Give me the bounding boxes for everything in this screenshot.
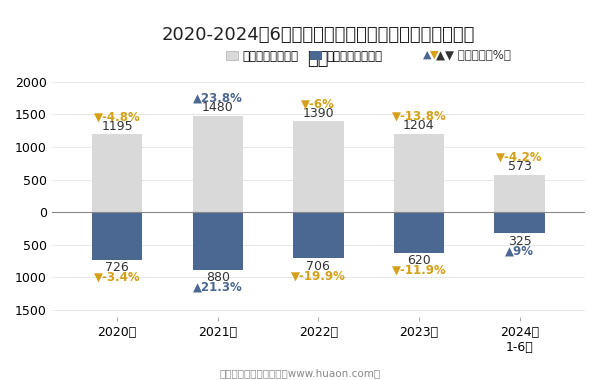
Text: 1480: 1480 [202,101,233,114]
Text: 1195: 1195 [101,120,133,133]
Text: 726: 726 [105,261,129,274]
Text: ▼-4.2%: ▼-4.2% [496,150,543,164]
Text: ▼-4.8%: ▼-4.8% [94,110,140,123]
Text: 880: 880 [206,271,230,284]
Text: ▼: ▼ [430,50,439,60]
Bar [193,116,243,212]
Bar [193,212,243,269]
Text: 1390: 1390 [302,107,334,120]
Text: 620: 620 [407,254,431,267]
Bar [293,122,344,212]
Text: 573: 573 [508,160,532,173]
Text: ▼-3.4%: ▼-3.4% [94,271,140,283]
Text: 制图：华经产业研究院（www.huaon.com）: 制图：华经产业研究院（www.huaon.com） [220,368,380,378]
Text: ▲21.3%: ▲21.3% [193,281,242,294]
Bar [394,134,444,212]
Text: ▲▼ 同比增长（%）: ▲▼ 同比增长（%） [436,49,511,62]
Bar [494,175,545,212]
Text: ▲: ▲ [424,50,432,60]
Text: ▲9%: ▲9% [505,244,534,258]
Text: ▲23.8%: ▲23.8% [193,92,242,105]
Bar [92,134,142,212]
Bar [394,212,444,253]
Legend: 出口额（亿美元）, 进口额（亿美元）, : 出口额（亿美元）, 进口额（亿美元）, [226,50,411,63]
Bar [92,212,142,260]
Text: ▼-13.8%: ▼-13.8% [392,109,446,122]
Text: 1204: 1204 [403,119,435,132]
Text: 706: 706 [307,260,331,273]
Bar [494,212,545,233]
Text: ▼-6%: ▼-6% [301,97,335,110]
Text: ▼-19.9%: ▼-19.9% [291,269,346,282]
Text: ▼-11.9%: ▼-11.9% [392,264,446,277]
Bar [293,212,344,258]
Title: 2020-2024年6月东莞市商品收发货人所在地进、出口额
统计: 2020-2024年6月东莞市商品收发货人所在地进、出口额 统计 [161,26,475,68]
Text: 325: 325 [508,235,532,248]
